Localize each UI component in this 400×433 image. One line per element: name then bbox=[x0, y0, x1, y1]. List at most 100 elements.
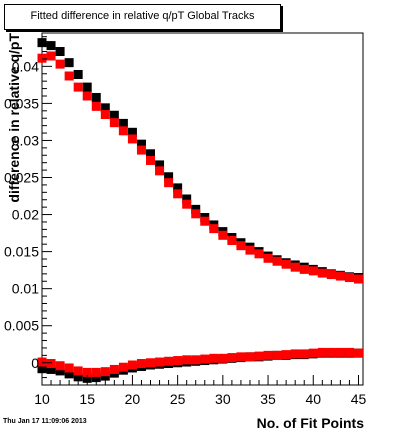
y-axis-label: difference in relative q/pT bbox=[6, 33, 22, 203]
data-point bbox=[263, 253, 273, 263]
data-point bbox=[290, 349, 300, 359]
y-tick-label: 0.02 bbox=[12, 207, 39, 223]
x-tick-label: 15 bbox=[79, 391, 95, 407]
data-point bbox=[272, 350, 282, 360]
data-point bbox=[46, 41, 56, 51]
x-tick-label: 25 bbox=[170, 391, 186, 407]
data-point bbox=[127, 360, 137, 370]
data-point bbox=[317, 347, 327, 357]
data-point bbox=[335, 271, 345, 281]
data-point bbox=[55, 366, 65, 376]
data-point bbox=[55, 59, 65, 69]
data-point bbox=[155, 160, 165, 170]
y-tick-label: 0 bbox=[31, 355, 39, 371]
data-point bbox=[290, 262, 300, 272]
data-point bbox=[37, 364, 47, 374]
axes: 10 15 20 25 30 35 40 45 0 0.005 0.01 0.015 0.02 0.025… bbox=[4, 36, 367, 407]
data-point bbox=[182, 199, 192, 209]
data-point bbox=[227, 353, 237, 363]
data-point bbox=[227, 235, 237, 245]
data-point bbox=[37, 53, 47, 63]
data-point bbox=[136, 145, 146, 155]
plot-frame-border bbox=[41, 32, 364, 386]
data-point bbox=[218, 230, 228, 240]
data-point bbox=[82, 82, 92, 92]
chart-title: Fitted difference in relative q/pT Globa… bbox=[30, 10, 255, 22]
data-point bbox=[326, 347, 336, 357]
data-point bbox=[209, 353, 219, 363]
x-tick-label: 35 bbox=[260, 391, 276, 407]
data-point bbox=[353, 274, 363, 284]
data-point bbox=[245, 245, 255, 255]
y-tick-label: 0.025 bbox=[4, 170, 39, 186]
data-point bbox=[326, 270, 336, 280]
data-point bbox=[281, 350, 291, 360]
y-tick-label: 0.04 bbox=[12, 58, 39, 74]
y-tick-label: 0.005 bbox=[4, 318, 39, 334]
data-point bbox=[46, 364, 56, 374]
data-point bbox=[64, 363, 74, 373]
x-tick-label: 40 bbox=[305, 391, 321, 407]
data-point bbox=[91, 92, 101, 102]
data-point bbox=[209, 224, 219, 234]
data-point bbox=[100, 110, 110, 120]
data-point bbox=[91, 373, 101, 383]
data-point bbox=[64, 58, 74, 68]
timestamp: Thu Jan 17 11:09:06 2013 bbox=[3, 418, 87, 425]
x-tick-label: 20 bbox=[125, 391, 141, 407]
data-point bbox=[118, 126, 128, 136]
data-point bbox=[82, 367, 92, 377]
data-point bbox=[353, 348, 363, 358]
data-point bbox=[146, 358, 156, 368]
data-point bbox=[64, 369, 74, 379]
data-point bbox=[308, 348, 318, 358]
data-point bbox=[146, 155, 156, 165]
data-point bbox=[37, 357, 47, 367]
data-point bbox=[82, 91, 92, 101]
data-point bbox=[236, 352, 246, 362]
data-point bbox=[127, 134, 137, 144]
data-point bbox=[73, 366, 83, 376]
data-point bbox=[118, 362, 128, 372]
data-point bbox=[136, 139, 146, 149]
data-point bbox=[173, 356, 183, 366]
data-point bbox=[191, 355, 201, 365]
data-point bbox=[218, 353, 228, 363]
data-point bbox=[254, 351, 264, 361]
data-point bbox=[73, 372, 83, 382]
plot-frame bbox=[41, 32, 364, 386]
data-point bbox=[155, 357, 165, 367]
data-point bbox=[335, 347, 345, 357]
data-point bbox=[118, 118, 128, 128]
x-tick-label: 45 bbox=[351, 391, 367, 407]
data-point bbox=[308, 266, 318, 276]
data-point bbox=[73, 69, 83, 79]
data-point bbox=[254, 249, 264, 259]
data-point bbox=[281, 259, 291, 269]
data-point bbox=[173, 183, 183, 193]
y-tick-label: 0.015 bbox=[4, 244, 39, 260]
data-point bbox=[272, 256, 282, 266]
data-marks bbox=[37, 38, 363, 383]
data-point bbox=[91, 101, 101, 111]
data-point bbox=[344, 273, 354, 283]
data-point bbox=[37, 38, 47, 48]
x-tick-label: 30 bbox=[215, 391, 231, 407]
data-point bbox=[245, 352, 255, 362]
data-point bbox=[164, 178, 174, 188]
data-point bbox=[100, 103, 110, 113]
data-point bbox=[73, 82, 83, 92]
data-point bbox=[299, 264, 309, 274]
x-axis-label: No. of Fit Points bbox=[257, 415, 365, 431]
chart-title-box: Fitted difference in relative q/pT Globa… bbox=[4, 4, 281, 30]
data-point bbox=[191, 209, 201, 219]
data-point bbox=[182, 194, 192, 204]
data-point bbox=[46, 51, 56, 61]
data-point bbox=[64, 71, 74, 81]
y-tick-label: 0.035 bbox=[4, 95, 39, 111]
data-point bbox=[200, 354, 210, 364]
data-point bbox=[55, 47, 65, 57]
data-point bbox=[317, 268, 327, 278]
data-point bbox=[100, 367, 110, 377]
